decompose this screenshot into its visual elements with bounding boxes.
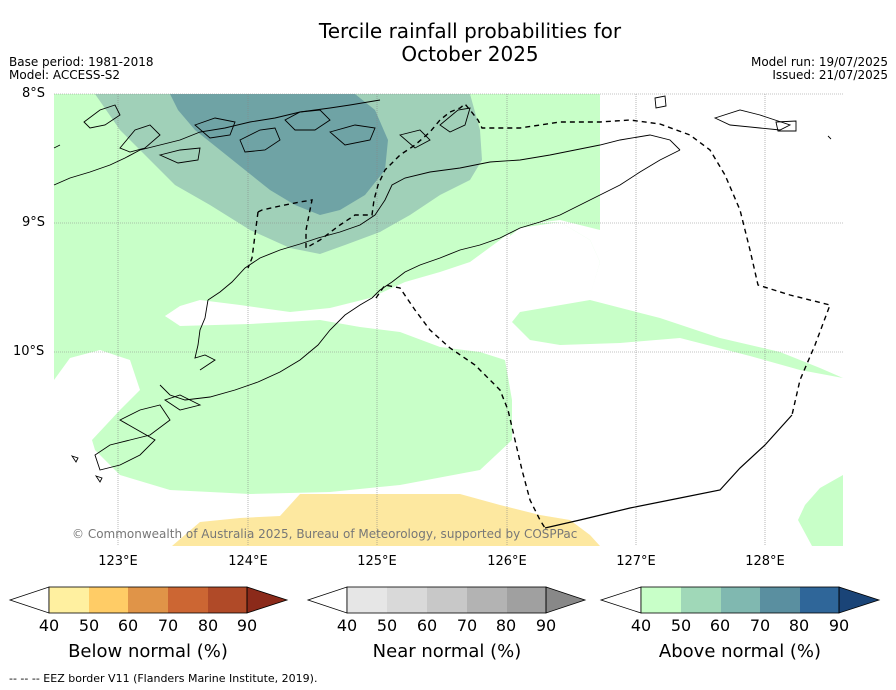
cb-near-tick-40: 40 bbox=[336, 616, 358, 635]
issued-date: Issued: 21/07/2025 bbox=[772, 68, 888, 82]
cb-below-tick-90: 90 bbox=[236, 616, 258, 635]
above-normal-40-southeast bbox=[798, 475, 843, 546]
cb-above-tick-80: 80 bbox=[788, 616, 810, 635]
cb-below-tick-40: 40 bbox=[38, 616, 60, 635]
no-dominant-channel bbox=[165, 222, 600, 360]
cb-near-tick-50: 50 bbox=[376, 616, 398, 635]
meta-right: Model run: 19/07/2025 Issued: 21/07/2025 bbox=[751, 56, 888, 82]
lat-label-8s: 8°S bbox=[22, 86, 46, 101]
cb-above-tick-70: 70 bbox=[749, 616, 771, 635]
lon-label-127e: 127°E bbox=[616, 554, 656, 569]
colorbar-below-normal bbox=[8, 586, 289, 614]
eez-border-solid-segment bbox=[544, 414, 793, 529]
cb-above-title: Above normal (%) bbox=[658, 641, 822, 662]
title-line2: October 2025 bbox=[401, 42, 539, 66]
lon-label-124e: 124°E bbox=[228, 554, 268, 569]
cb-above-tick-90: 90 bbox=[828, 616, 850, 635]
lat-label-9s: 9°S bbox=[22, 215, 46, 230]
cb-below-tick-80: 80 bbox=[197, 616, 219, 635]
gridlines bbox=[54, 93, 843, 546]
eez-border bbox=[247, 103, 831, 529]
colorbar-near-normal bbox=[306, 586, 587, 614]
cb-below-tick-60: 60 bbox=[117, 616, 139, 635]
model-run: Model run: 19/07/2025 bbox=[750, 55, 888, 69]
meta-left: Base period: 1981-2018 Model: ACCESS-S2 bbox=[9, 56, 154, 82]
below-normal-40-region bbox=[172, 494, 600, 546]
cb-near-tick-80: 80 bbox=[495, 616, 517, 635]
lon-label-125e: 125°E bbox=[357, 554, 397, 569]
cb-above-tick-50: 50 bbox=[670, 616, 692, 635]
cb-below-title: Below normal (%) bbox=[68, 641, 228, 662]
copyright-notice: © Commonwealth of Australia 2025, Bureau… bbox=[72, 527, 578, 541]
lon-label-123e: 123°E bbox=[98, 554, 138, 569]
lon-label-126e: 126°E bbox=[487, 554, 527, 569]
lat-label-10s: 10°S bbox=[13, 344, 45, 359]
cb-above-tick-60: 60 bbox=[709, 616, 731, 635]
base-period: Base period: 1981-2018 bbox=[9, 55, 154, 69]
model-name: Model: ACCESS-S2 bbox=[9, 68, 121, 82]
colorbar-above-normal bbox=[599, 586, 881, 614]
cb-near-tick-70: 70 bbox=[456, 616, 478, 635]
cb-below-tick-70: 70 bbox=[157, 616, 179, 635]
above-normal-60-region bbox=[170, 94, 388, 215]
cb-near-tick-90: 90 bbox=[535, 616, 557, 635]
lon-label-128e: 128°E bbox=[745, 554, 785, 569]
eez-footnote: -- -- -- EEZ border V11 (Flanders Marine… bbox=[9, 672, 318, 685]
cb-near-tick-60: 60 bbox=[416, 616, 438, 635]
coastlines bbox=[53, 95, 832, 483]
cb-near-title: Near normal (%) bbox=[372, 641, 522, 662]
cb-above-tick-40: 40 bbox=[630, 616, 652, 635]
map-title: Tercile rainfall probabilities for Octob… bbox=[0, 20, 896, 66]
cb-below-tick-50: 50 bbox=[78, 616, 100, 635]
title-line1: Tercile rainfall probabilities for bbox=[318, 19, 622, 43]
